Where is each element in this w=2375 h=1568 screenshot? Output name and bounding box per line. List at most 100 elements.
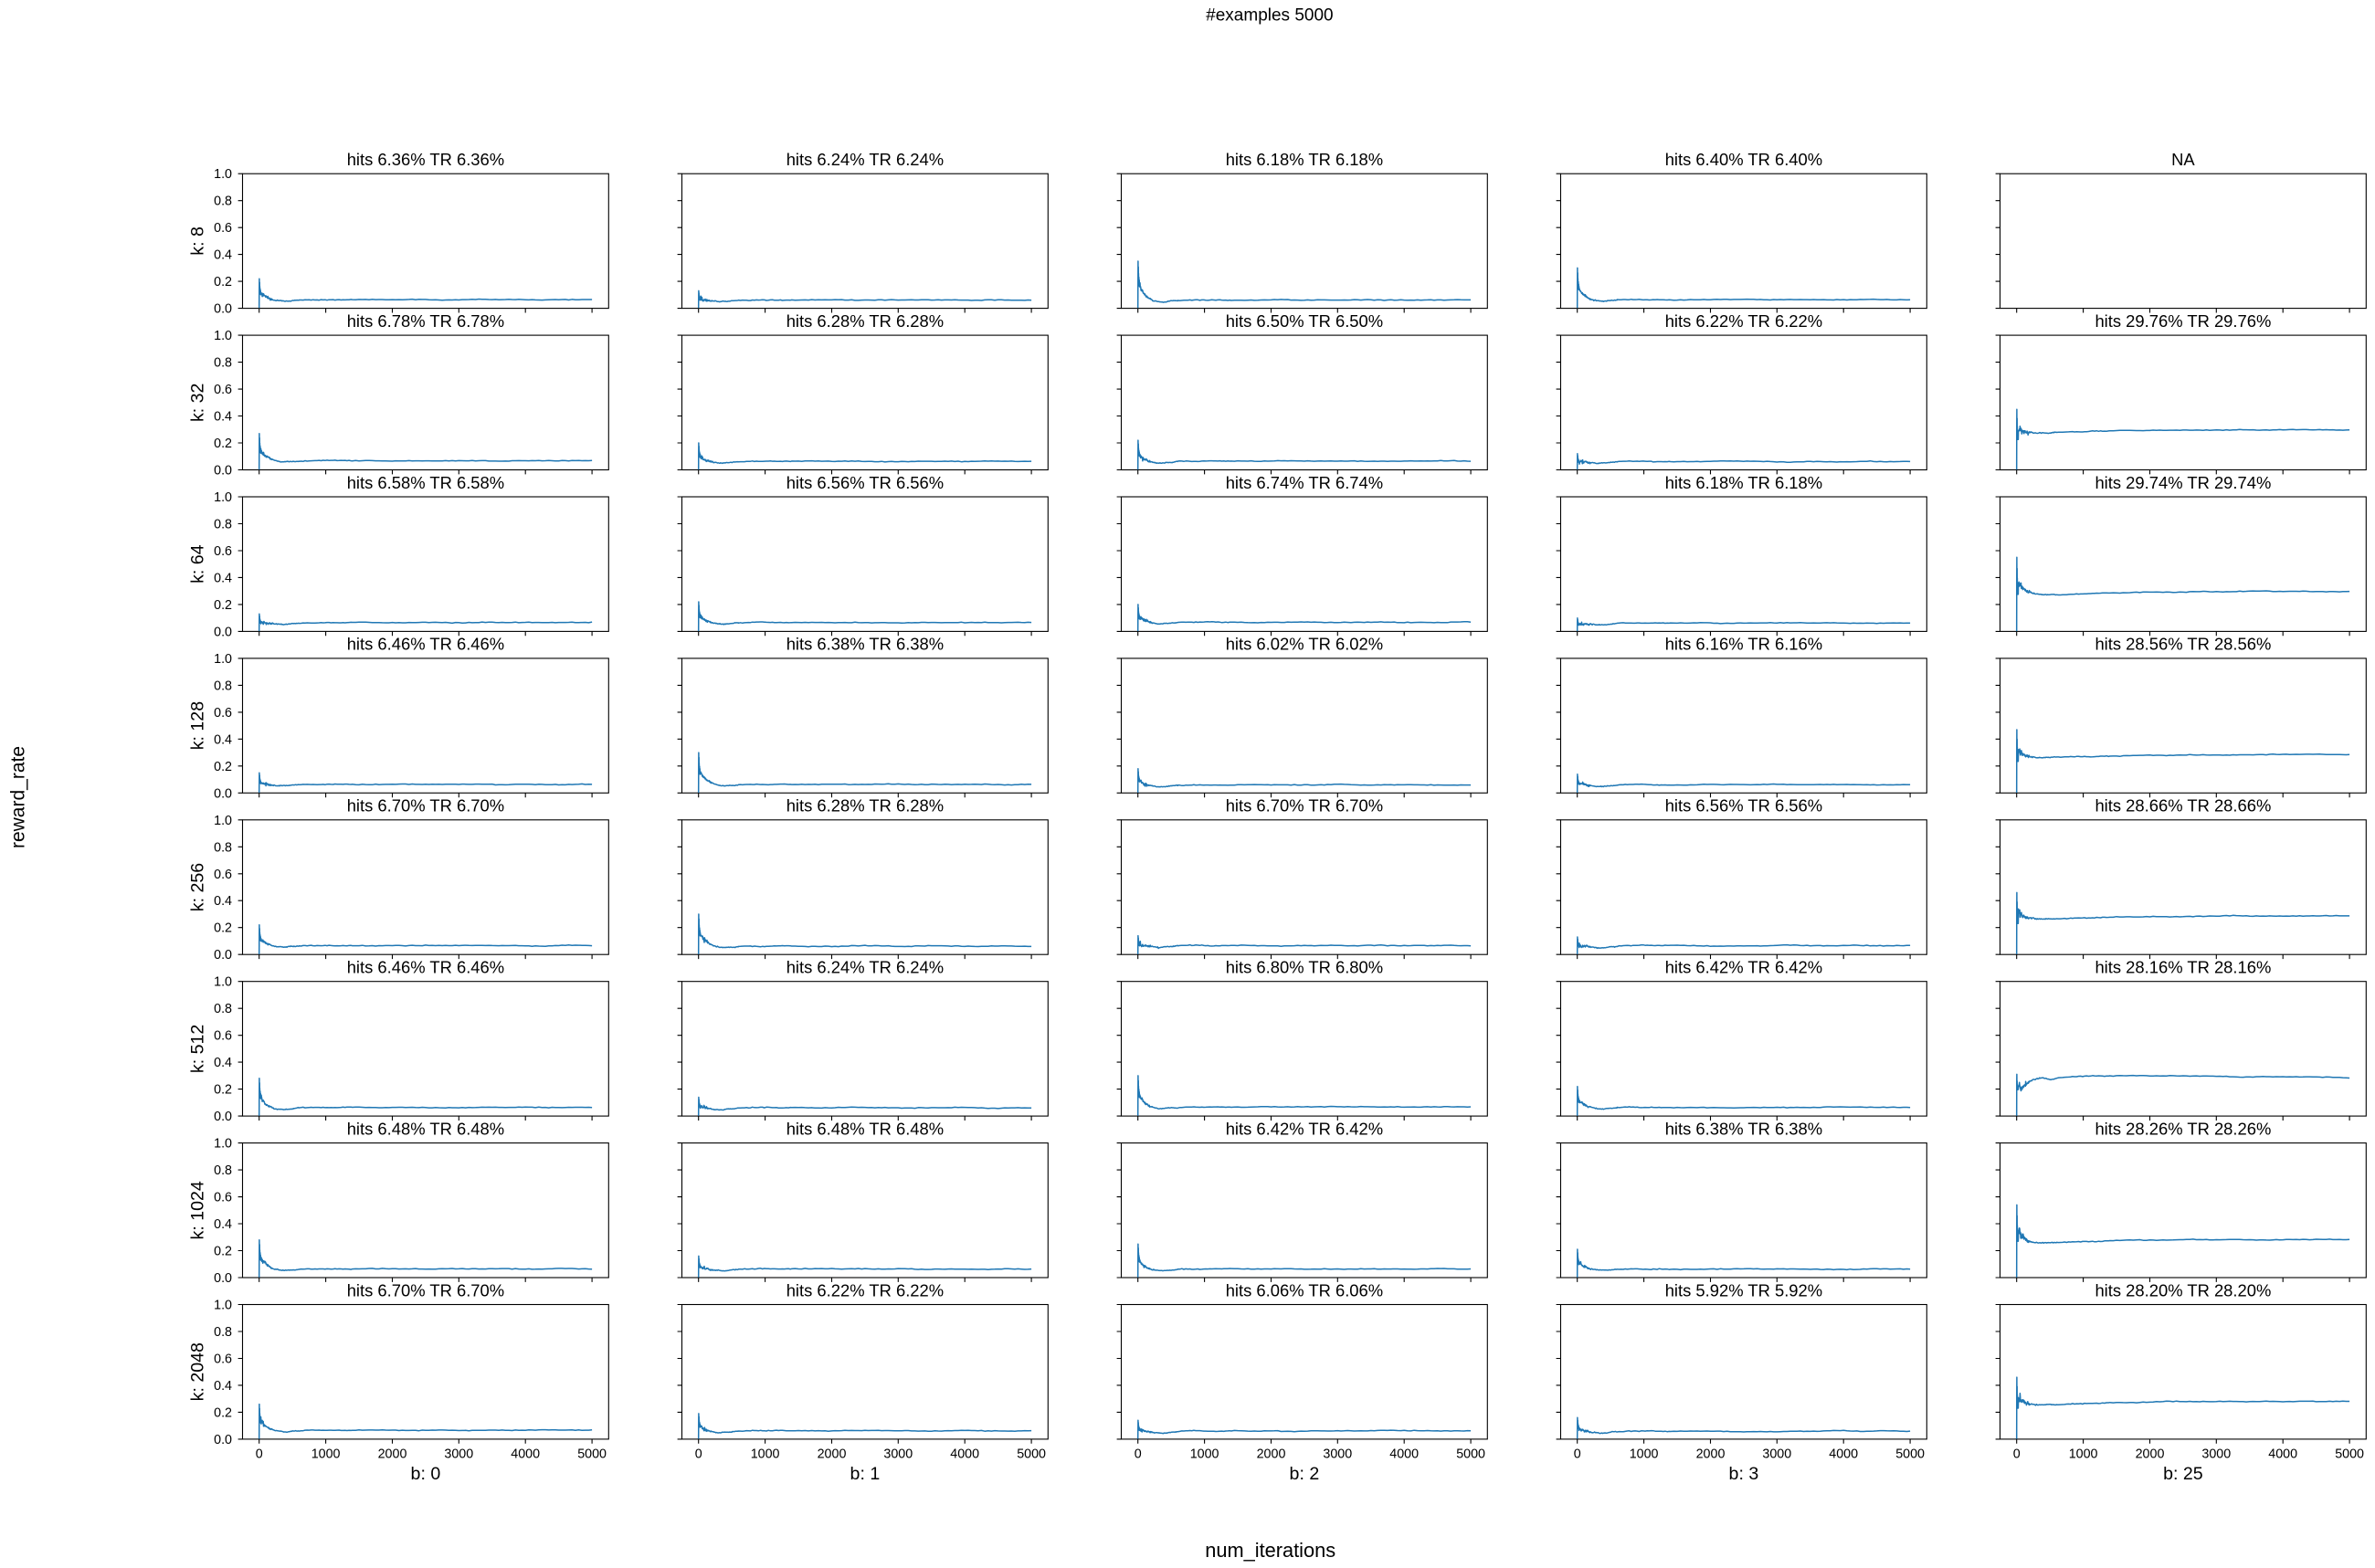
- svg-text:0.0: 0.0: [214, 948, 232, 963]
- svg-text:4000: 4000: [511, 1447, 540, 1462]
- svg-text:4000: 4000: [950, 1447, 979, 1462]
- svg-text:4000: 4000: [2268, 1447, 2297, 1462]
- svg-text:hits 6.70% TR 6.70%: hits 6.70% TR 6.70%: [347, 1280, 504, 1300]
- svg-text:hits 6.24% TR 6.24%: hits 6.24% TR 6.24%: [786, 150, 944, 169]
- svg-text:0.6: 0.6: [214, 383, 232, 397]
- svg-text:0.0: 0.0: [214, 1271, 232, 1286]
- svg-text:2000: 2000: [2136, 1447, 2165, 1462]
- svg-text:1.0: 1.0: [214, 1137, 232, 1152]
- svg-text:2000: 2000: [378, 1447, 407, 1462]
- svg-text:0.2: 0.2: [214, 1405, 232, 1420]
- svg-text:3000: 3000: [1762, 1447, 1791, 1462]
- svg-text:0.0: 0.0: [214, 786, 232, 801]
- svg-text:k: 512: k: 512: [188, 1025, 208, 1073]
- svg-text:1000: 1000: [751, 1447, 780, 1462]
- svg-text:b: 1: b: 1: [850, 1464, 881, 1484]
- svg-text:hits 6.70% TR 6.70%: hits 6.70% TR 6.70%: [347, 796, 504, 816]
- svg-text:hits 28.20% TR 28.20%: hits 28.20% TR 28.20%: [2095, 1280, 2271, 1300]
- svg-text:hits 6.28% TR 6.28%: hits 6.28% TR 6.28%: [786, 796, 944, 816]
- svg-text:#examples 5000: #examples 5000: [1206, 6, 1333, 26]
- svg-text:5000: 5000: [2335, 1447, 2364, 1462]
- svg-text:1000: 1000: [311, 1447, 341, 1462]
- svg-text:b: 3: b: 3: [1729, 1464, 1759, 1484]
- svg-text:hits 28.66% TR 28.66%: hits 28.66% TR 28.66%: [2095, 796, 2271, 816]
- svg-text:hits 6.70% TR 6.70%: hits 6.70% TR 6.70%: [1226, 796, 1383, 816]
- svg-text:k: 32: k: 32: [188, 384, 208, 422]
- svg-text:0.4: 0.4: [214, 248, 232, 263]
- svg-text:0.8: 0.8: [214, 195, 232, 209]
- svg-text:0.2: 0.2: [214, 598, 232, 613]
- svg-text:hits 6.16% TR 6.16%: hits 6.16% TR 6.16%: [1665, 635, 1822, 654]
- svg-text:1000: 1000: [1190, 1447, 1219, 1462]
- svg-text:0.8: 0.8: [214, 679, 232, 693]
- svg-text:0.4: 0.4: [214, 1217, 232, 1232]
- svg-text:1.0: 1.0: [214, 975, 232, 990]
- svg-text:0.0: 0.0: [214, 1110, 232, 1124]
- svg-text:0.4: 0.4: [214, 410, 232, 425]
- svg-text:0: 0: [1574, 1447, 1581, 1462]
- svg-text:hits 6.74% TR 6.74%: hits 6.74% TR 6.74%: [1226, 473, 1383, 492]
- svg-text:hits 6.42% TR 6.42%: hits 6.42% TR 6.42%: [1665, 958, 1822, 977]
- svg-text:0.6: 0.6: [214, 1191, 232, 1205]
- svg-text:5000: 5000: [1017, 1447, 1046, 1462]
- svg-text:0.8: 0.8: [214, 1002, 232, 1016]
- svg-text:0.4: 0.4: [214, 1379, 232, 1394]
- svg-text:hits 6.48% TR 6.48%: hits 6.48% TR 6.48%: [347, 1119, 504, 1138]
- svg-text:2000: 2000: [1696, 1447, 1726, 1462]
- svg-text:0.0: 0.0: [214, 464, 232, 479]
- svg-text:hits 6.18% TR 6.18%: hits 6.18% TR 6.18%: [1665, 473, 1822, 492]
- svg-text:0.2: 0.2: [214, 437, 232, 451]
- svg-text:num_iterations: num_iterations: [1205, 1539, 1335, 1562]
- svg-text:0.8: 0.8: [214, 840, 232, 855]
- svg-text:hits 6.42% TR 6.42%: hits 6.42% TR 6.42%: [1226, 1119, 1383, 1138]
- svg-text:hits 28.16% TR 28.16%: hits 28.16% TR 28.16%: [2095, 958, 2271, 977]
- svg-text:k: 64: k: 64: [188, 544, 208, 584]
- svg-text:hits 6.38% TR 6.38%: hits 6.38% TR 6.38%: [1665, 1119, 1822, 1138]
- svg-text:hits 6.22% TR 6.22%: hits 6.22% TR 6.22%: [1665, 311, 1822, 331]
- svg-text:hits 6.24% TR 6.24%: hits 6.24% TR 6.24%: [786, 958, 944, 977]
- svg-text:hits 6.80% TR 6.80%: hits 6.80% TR 6.80%: [1226, 958, 1383, 977]
- svg-text:0.2: 0.2: [214, 921, 232, 936]
- svg-text:0.2: 0.2: [214, 760, 232, 774]
- svg-text:hits 6.40% TR 6.40%: hits 6.40% TR 6.40%: [1665, 150, 1822, 169]
- svg-text:0.4: 0.4: [214, 894, 232, 909]
- svg-text:0.6: 0.6: [214, 544, 232, 559]
- svg-text:hits 6.02% TR 6.02%: hits 6.02% TR 6.02%: [1226, 635, 1383, 654]
- svg-text:reward_rate: reward_rate: [8, 746, 29, 848]
- svg-text:3000: 3000: [883, 1447, 913, 1462]
- svg-text:0: 0: [695, 1447, 702, 1462]
- svg-text:0.6: 0.6: [214, 1352, 232, 1367]
- svg-text:hits 5.92% TR 5.92%: hits 5.92% TR 5.92%: [1665, 1280, 1822, 1300]
- svg-text:b: 0: b: 0: [411, 1464, 441, 1484]
- svg-text:0.2: 0.2: [214, 1245, 232, 1259]
- svg-text:0.8: 0.8: [214, 356, 232, 371]
- svg-text:0.2: 0.2: [214, 1083, 232, 1098]
- svg-text:hits 6.78% TR 6.78%: hits 6.78% TR 6.78%: [347, 311, 504, 331]
- svg-text:0.6: 0.6: [214, 1029, 232, 1044]
- svg-text:0.4: 0.4: [214, 571, 232, 585]
- svg-text:0.2: 0.2: [214, 275, 232, 289]
- svg-text:1.0: 1.0: [214, 652, 232, 667]
- svg-text:hits 6.56% TR 6.56%: hits 6.56% TR 6.56%: [1665, 796, 1822, 816]
- svg-text:1000: 1000: [1630, 1447, 1659, 1462]
- svg-text:hits 29.74% TR 29.74%: hits 29.74% TR 29.74%: [2095, 473, 2271, 492]
- svg-text:k: 1024: k: 1024: [188, 1181, 208, 1239]
- svg-text:0: 0: [2013, 1447, 2021, 1462]
- svg-text:5000: 5000: [1895, 1447, 1925, 1462]
- svg-text:0.0: 0.0: [214, 1433, 232, 1447]
- svg-text:NA: NA: [2171, 150, 2195, 169]
- svg-text:hits 6.22% TR 6.22%: hits 6.22% TR 6.22%: [786, 1280, 944, 1300]
- svg-text:0.6: 0.6: [214, 706, 232, 721]
- svg-text:0.6: 0.6: [214, 868, 232, 882]
- svg-text:0.6: 0.6: [214, 221, 232, 236]
- svg-text:hits 6.46% TR 6.46%: hits 6.46% TR 6.46%: [347, 635, 504, 654]
- svg-text:2000: 2000: [1257, 1447, 1286, 1462]
- svg-text:hits 6.58% TR 6.58%: hits 6.58% TR 6.58%: [347, 473, 504, 492]
- svg-text:4000: 4000: [1389, 1447, 1419, 1462]
- svg-text:hits 29.76% TR 29.76%: hits 29.76% TR 29.76%: [2095, 311, 2271, 331]
- svg-text:hits 28.26% TR 28.26%: hits 28.26% TR 28.26%: [2095, 1119, 2271, 1138]
- svg-text:0.8: 0.8: [214, 1325, 232, 1340]
- svg-text:hits 28.56% TR 28.56%: hits 28.56% TR 28.56%: [2095, 635, 2271, 654]
- svg-text:1.0: 1.0: [214, 490, 232, 505]
- svg-text:1.0: 1.0: [214, 329, 232, 343]
